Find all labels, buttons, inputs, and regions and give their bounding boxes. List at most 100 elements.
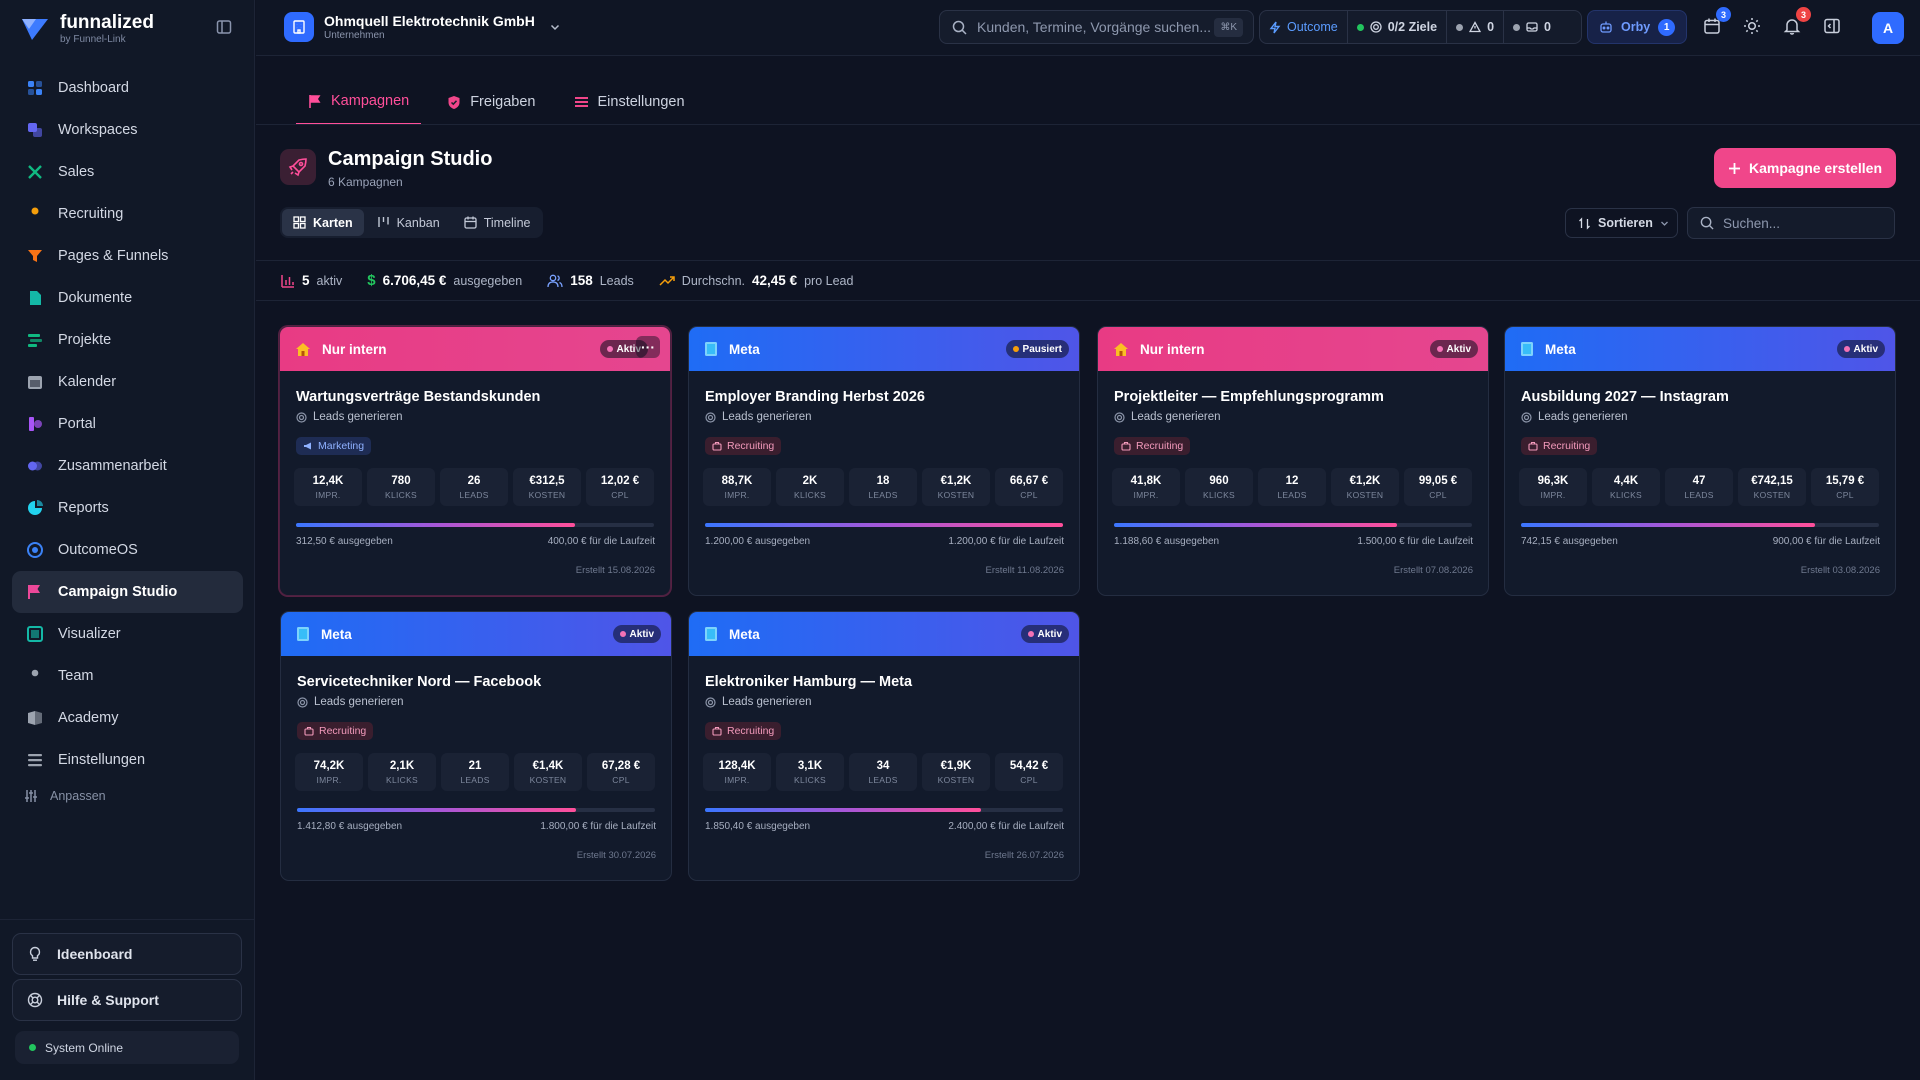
sidebar-item-dashboard[interactable]: Dashboard	[12, 67, 243, 109]
campaign-goal: Leads generieren	[705, 411, 812, 423]
tag-label: Recruiting	[1136, 440, 1184, 452]
campaign-tag: Recruiting	[705, 722, 782, 740]
org-type: Unternehmen	[324, 30, 385, 41]
panel-toggle[interactable]	[1820, 14, 1844, 38]
sidebar-item-einstellungen[interactable]: Einstellungen	[12, 739, 243, 781]
inbox-icon	[1526, 21, 1538, 33]
adjust-nav-button[interactable]: Anpassen	[24, 789, 106, 803]
messages-indicator[interactable]: 0	[1504, 11, 1560, 43]
tab-kampagnen[interactable]: Kampagnen	[296, 79, 422, 125]
campaign-goal: Leads generieren	[1521, 411, 1628, 423]
campaign-search-input[interactable]: Suchen...	[1687, 207, 1895, 239]
card-header: Nur intern Aktiv	[1098, 327, 1488, 371]
metrics-row: 128,4K IMPR. 3,1K KLICKS 34 LEADS €1,9K KOSTEN 5…	[703, 753, 1063, 791]
metrics-row: 96,3K IMPR. 4,4K KLICKS 47 LEADS €742,15 KOSTEN…	[1519, 468, 1879, 506]
metric-tile: 74,2K IMPR.	[295, 753, 363, 791]
sidebar-item-reports[interactable]: Reports	[12, 487, 243, 529]
sidebar-item-outcomeos[interactable]: OutcomeOS	[12, 529, 243, 571]
sidebar-item-team[interactable]: Team	[12, 655, 243, 697]
org-switcher[interactable]: Ohmquell Elektrotechnik GmbH Unternehmen	[284, 12, 561, 42]
sidebar-item-zusammenarbeit[interactable]: Zusammenarbeit	[12, 445, 243, 487]
sidebar-item-academy[interactable]: Academy	[12, 697, 243, 739]
status-dot	[606, 346, 613, 352]
sidebar-item-kalender[interactable]: Kalender	[12, 361, 243, 403]
sidebar-item-workspaces[interactable]: Workspaces	[12, 109, 243, 151]
campaign-card[interactable]: Nur intern Aktiv Projektleiter — Empfehlun…	[1097, 326, 1489, 596]
metric-value: 67,28 €	[601, 759, 641, 772]
help-support-button[interactable]: Hilfe & Support	[12, 979, 242, 1021]
channel-label: Nur intern	[322, 341, 387, 357]
user-avatar[interactable]: A	[1872, 12, 1904, 44]
calendar-button[interactable]: 3	[1700, 7, 1731, 38]
global-search-input[interactable]: Kunden, Termine, Vorgänge suchen... ⌘K	[939, 10, 1254, 44]
metric-tile: 54,42 € CPL	[995, 753, 1063, 791]
theme-toggle[interactable]	[1740, 14, 1764, 38]
metric-tile: €1,9K KOSTEN	[922, 753, 990, 791]
view-cards[interactable]: Karten	[282, 209, 364, 236]
dollar-icon: $	[367, 272, 376, 289]
metric-label: KLICKS	[385, 774, 419, 785]
meta-icon	[1520, 341, 1534, 357]
campaign-card[interactable]: Meta Aktiv Ausbildung 2027 — Instagram Lead…	[1504, 326, 1896, 596]
metric-tile: €1,2K KOSTEN	[922, 468, 990, 506]
rocket-icon	[280, 149, 316, 185]
view-kanban[interactable]: Kanban	[366, 209, 451, 236]
sidebar-item-label: Zusammenarbeit	[58, 458, 167, 474]
outcome-button[interactable]: Outcome	[1260, 11, 1347, 43]
trending-up-icon	[659, 275, 675, 287]
metric-tile: 128,4K IMPR.	[703, 753, 771, 791]
more-options-button[interactable]: ···	[636, 336, 660, 358]
brand-logo[interactable]: funnalized by Funnel-Link	[20, 10, 154, 48]
metric-label: LEADS	[459, 489, 489, 500]
collapse-sidebar-icon[interactable]	[215, 18, 233, 36]
ideenboard-button[interactable]: Ideenboard	[12, 933, 242, 975]
sun-icon	[1743, 17, 1761, 35]
alerts-indicator[interactable]: 0	[1447, 11, 1503, 43]
house-icon	[1113, 342, 1129, 357]
sidebar-item-visualizer[interactable]: Visualizer	[12, 613, 243, 655]
sidebar-item-projekte[interactable]: Projekte	[12, 319, 243, 361]
sidebar-item-pages-funnels[interactable]: Pages & Funnels	[12, 235, 243, 277]
metric-tile: 21 LEADS	[441, 753, 509, 791]
sort-dropdown[interactable]: Sortieren	[1565, 208, 1678, 238]
sales-icon	[26, 163, 44, 181]
briefcase-icon	[1121, 441, 1131, 451]
notifications-button[interactable]: 3	[1780, 7, 1811, 38]
view-timeline[interactable]: Timeline	[453, 209, 542, 236]
metric-value: 54,42 €	[1009, 759, 1049, 772]
campaign-title: Ausbildung 2027 — Instagram	[1521, 389, 1729, 405]
metric-tile: 12 LEADS	[1258, 468, 1326, 506]
campaign-card[interactable]: Nur intern Aktiv ··· Wartungsverträge Besta…	[279, 326, 671, 596]
bell-icon	[1783, 17, 1801, 35]
metric-label: LEADS	[1684, 489, 1714, 500]
tab-freigaben[interactable]: Freigaben	[435, 79, 547, 125]
goals-indicator[interactable]: 0/2 Ziele	[1348, 11, 1446, 43]
campaign-card[interactable]: Meta Aktiv Servicetechniker Nord — Faceboo…	[280, 611, 672, 881]
calendar-icon	[464, 216, 477, 229]
tab-einstellungen[interactable]: Einstellungen	[562, 79, 697, 125]
campaign-card[interactable]: Meta Pausiert Employer Branding Herbst 202…	[688, 326, 1080, 596]
sidebar-item-sales[interactable]: Sales	[12, 151, 243, 193]
metric-value: 3,1K	[797, 759, 823, 772]
campaign-card[interactable]: Meta Aktiv Elektroniker Hamburg — Meta Lead…	[688, 611, 1080, 881]
outcome-status-group: Outcome 0/2 Ziele 0 0	[1259, 10, 1582, 44]
grid-icon	[293, 216, 306, 229]
target-icon	[1370, 21, 1382, 33]
metric-tile: 2,1K KLICKS	[368, 753, 436, 791]
metric-tile: 41,8K IMPR.	[1112, 468, 1180, 506]
search-shortcut: ⌘K	[1214, 18, 1243, 37]
sidebar-item-recruiting[interactable]: Recruiting	[12, 193, 243, 235]
sidebar-item-label: Projekte	[58, 332, 112, 348]
tab-label: Einstellungen	[597, 94, 685, 110]
metric-value: €742,15	[1751, 474, 1793, 487]
orby-button[interactable]: Orby 1	[1587, 10, 1687, 44]
metric-value: 34	[876, 759, 890, 772]
status-label: Pausiert	[1022, 343, 1062, 355]
stat-label: Durchschn.	[681, 273, 746, 288]
divider	[1503, 11, 1505, 43]
create-campaign-button[interactable]: Kampagne erstellen	[1714, 148, 1896, 188]
outcome-icon	[26, 541, 44, 559]
sidebar-item-portal[interactable]: Portal	[12, 403, 243, 445]
sidebar-item-dokumente[interactable]: Dokumente	[12, 277, 243, 319]
sidebar-item-campaign-studio[interactable]: Campaign Studio	[12, 571, 243, 613]
